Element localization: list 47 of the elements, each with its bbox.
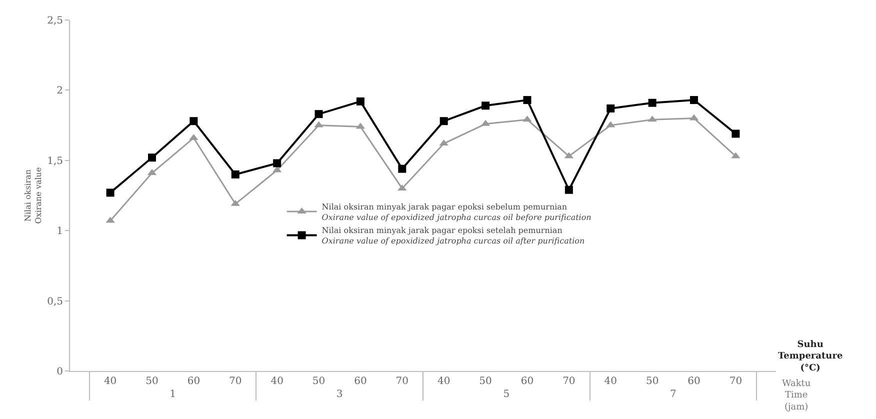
- x-axis-title: Suhu Temperature (°C): [778, 340, 843, 374]
- point: [690, 96, 698, 104]
- point: [106, 188, 114, 197]
- x-tick-label: 50: [146, 376, 158, 387]
- text: 5: [503, 389, 510, 400]
- point: [482, 102, 490, 110]
- x-tick-label: 50: [646, 376, 659, 387]
- x-tick-label: 50: [312, 376, 326, 387]
- point: [648, 98, 656, 107]
- y-tick-label: 1,5: [47, 156, 63, 167]
- text: 1: [170, 389, 176, 400]
- legend-label: Nilai oksiran minyak jarak pagar epoksi setelah pemurnian Oxirane value of epoxidized jatropha curcas oil after purification: [322, 226, 585, 246]
- x-tick-label: 70: [229, 376, 242, 387]
- x-tick-label: 40: [604, 376, 617, 387]
- point: [564, 186, 573, 194]
- x-tick-label: 40: [437, 376, 450, 387]
- point: [190, 117, 198, 126]
- point: [606, 104, 615, 112]
- text: 7: [670, 389, 676, 400]
- y-tick-label: 2: [56, 86, 63, 97]
- y-tick-label: 1: [56, 226, 63, 238]
- x-tick-label: 70: [562, 376, 576, 387]
- x-tick-label: 60: [688, 376, 700, 387]
- point: [273, 159, 282, 168]
- x-tick-label: 60: [187, 376, 200, 387]
- text: Waktu Time (jam): [782, 379, 811, 412]
- x-tick-label: 70: [729, 376, 742, 387]
- x-tick-label: 60: [520, 376, 534, 387]
- point: [398, 164, 406, 173]
- x-tick-label: 50: [479, 376, 492, 387]
- text: 3: [336, 389, 343, 400]
- point: [231, 170, 240, 178]
- point: [356, 97, 364, 106]
- x-tick-label: 70: [396, 376, 409, 387]
- y-tick-label: 2,5: [47, 16, 63, 26]
- x-tick-label: 40: [104, 376, 117, 387]
- point: [732, 130, 740, 138]
- point: [148, 154, 156, 162]
- point: [314, 110, 323, 118]
- legend-label: Nilai oksiran minyak jarak pagar epoksi sebelum pemurnian Oxirane value of epoxidized jatropha curcas oil before purification: [322, 202, 592, 222]
- point: [523, 96, 532, 104]
- y-tick-label: 0: [56, 366, 63, 378]
- point: [440, 117, 448, 126]
- x-tick-label: 40: [270, 376, 284, 387]
- y-tick-label: 0,5: [47, 296, 63, 308]
- x-tick-label: 60: [354, 376, 367, 387]
- y-axis-title: Nilai oksiran Oxirane value: [23, 167, 43, 224]
